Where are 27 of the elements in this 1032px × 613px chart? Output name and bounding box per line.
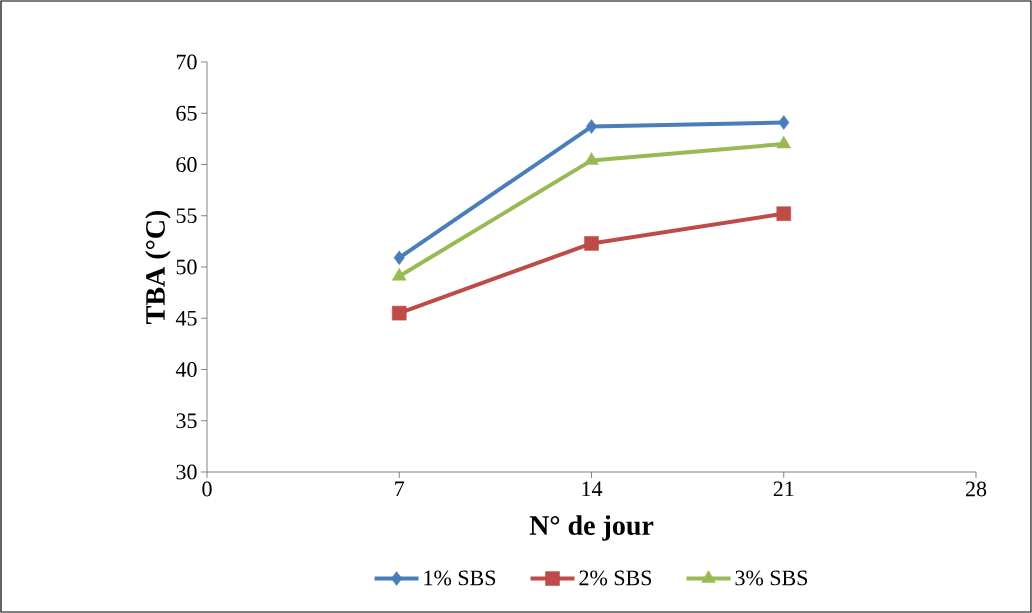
legend-label: 1% SBS	[424, 570, 496, 586]
x-tick-label: 21	[773, 481, 794, 497]
y-tick-label: 55	[176, 208, 197, 224]
x-tick-label: 7	[395, 481, 405, 496]
y-tick-label: 40	[175, 362, 197, 377]
x-tick-label: 28	[965, 481, 987, 497]
x-tick-label: 14	[582, 481, 603, 497]
y-tick-label: 35	[176, 413, 197, 429]
y-tick-label: 70	[176, 54, 197, 70]
x-tick-label: 0	[202, 481, 212, 497]
y-tick-label: 65	[176, 105, 197, 121]
point	[586, 119, 598, 134]
x-axis-title: N° de jour	[529, 515, 654, 541]
point	[776, 206, 792, 221]
y-tick-label: 60	[176, 157, 197, 172]
point	[584, 236, 599, 251]
y-tick-label: 45	[175, 310, 197, 326]
y-tick-label: 30	[176, 464, 197, 480]
y-tick-label: 50	[176, 259, 197, 275]
point	[393, 250, 405, 266]
point	[778, 115, 790, 130]
legend-label: 3% SBS	[735, 570, 808, 586]
y-axis-title: TBA (°C)	[145, 210, 171, 324]
point	[584, 152, 599, 165]
point	[776, 135, 791, 149]
legend-label: 2% SBS	[579, 570, 652, 586]
point	[392, 305, 407, 321]
